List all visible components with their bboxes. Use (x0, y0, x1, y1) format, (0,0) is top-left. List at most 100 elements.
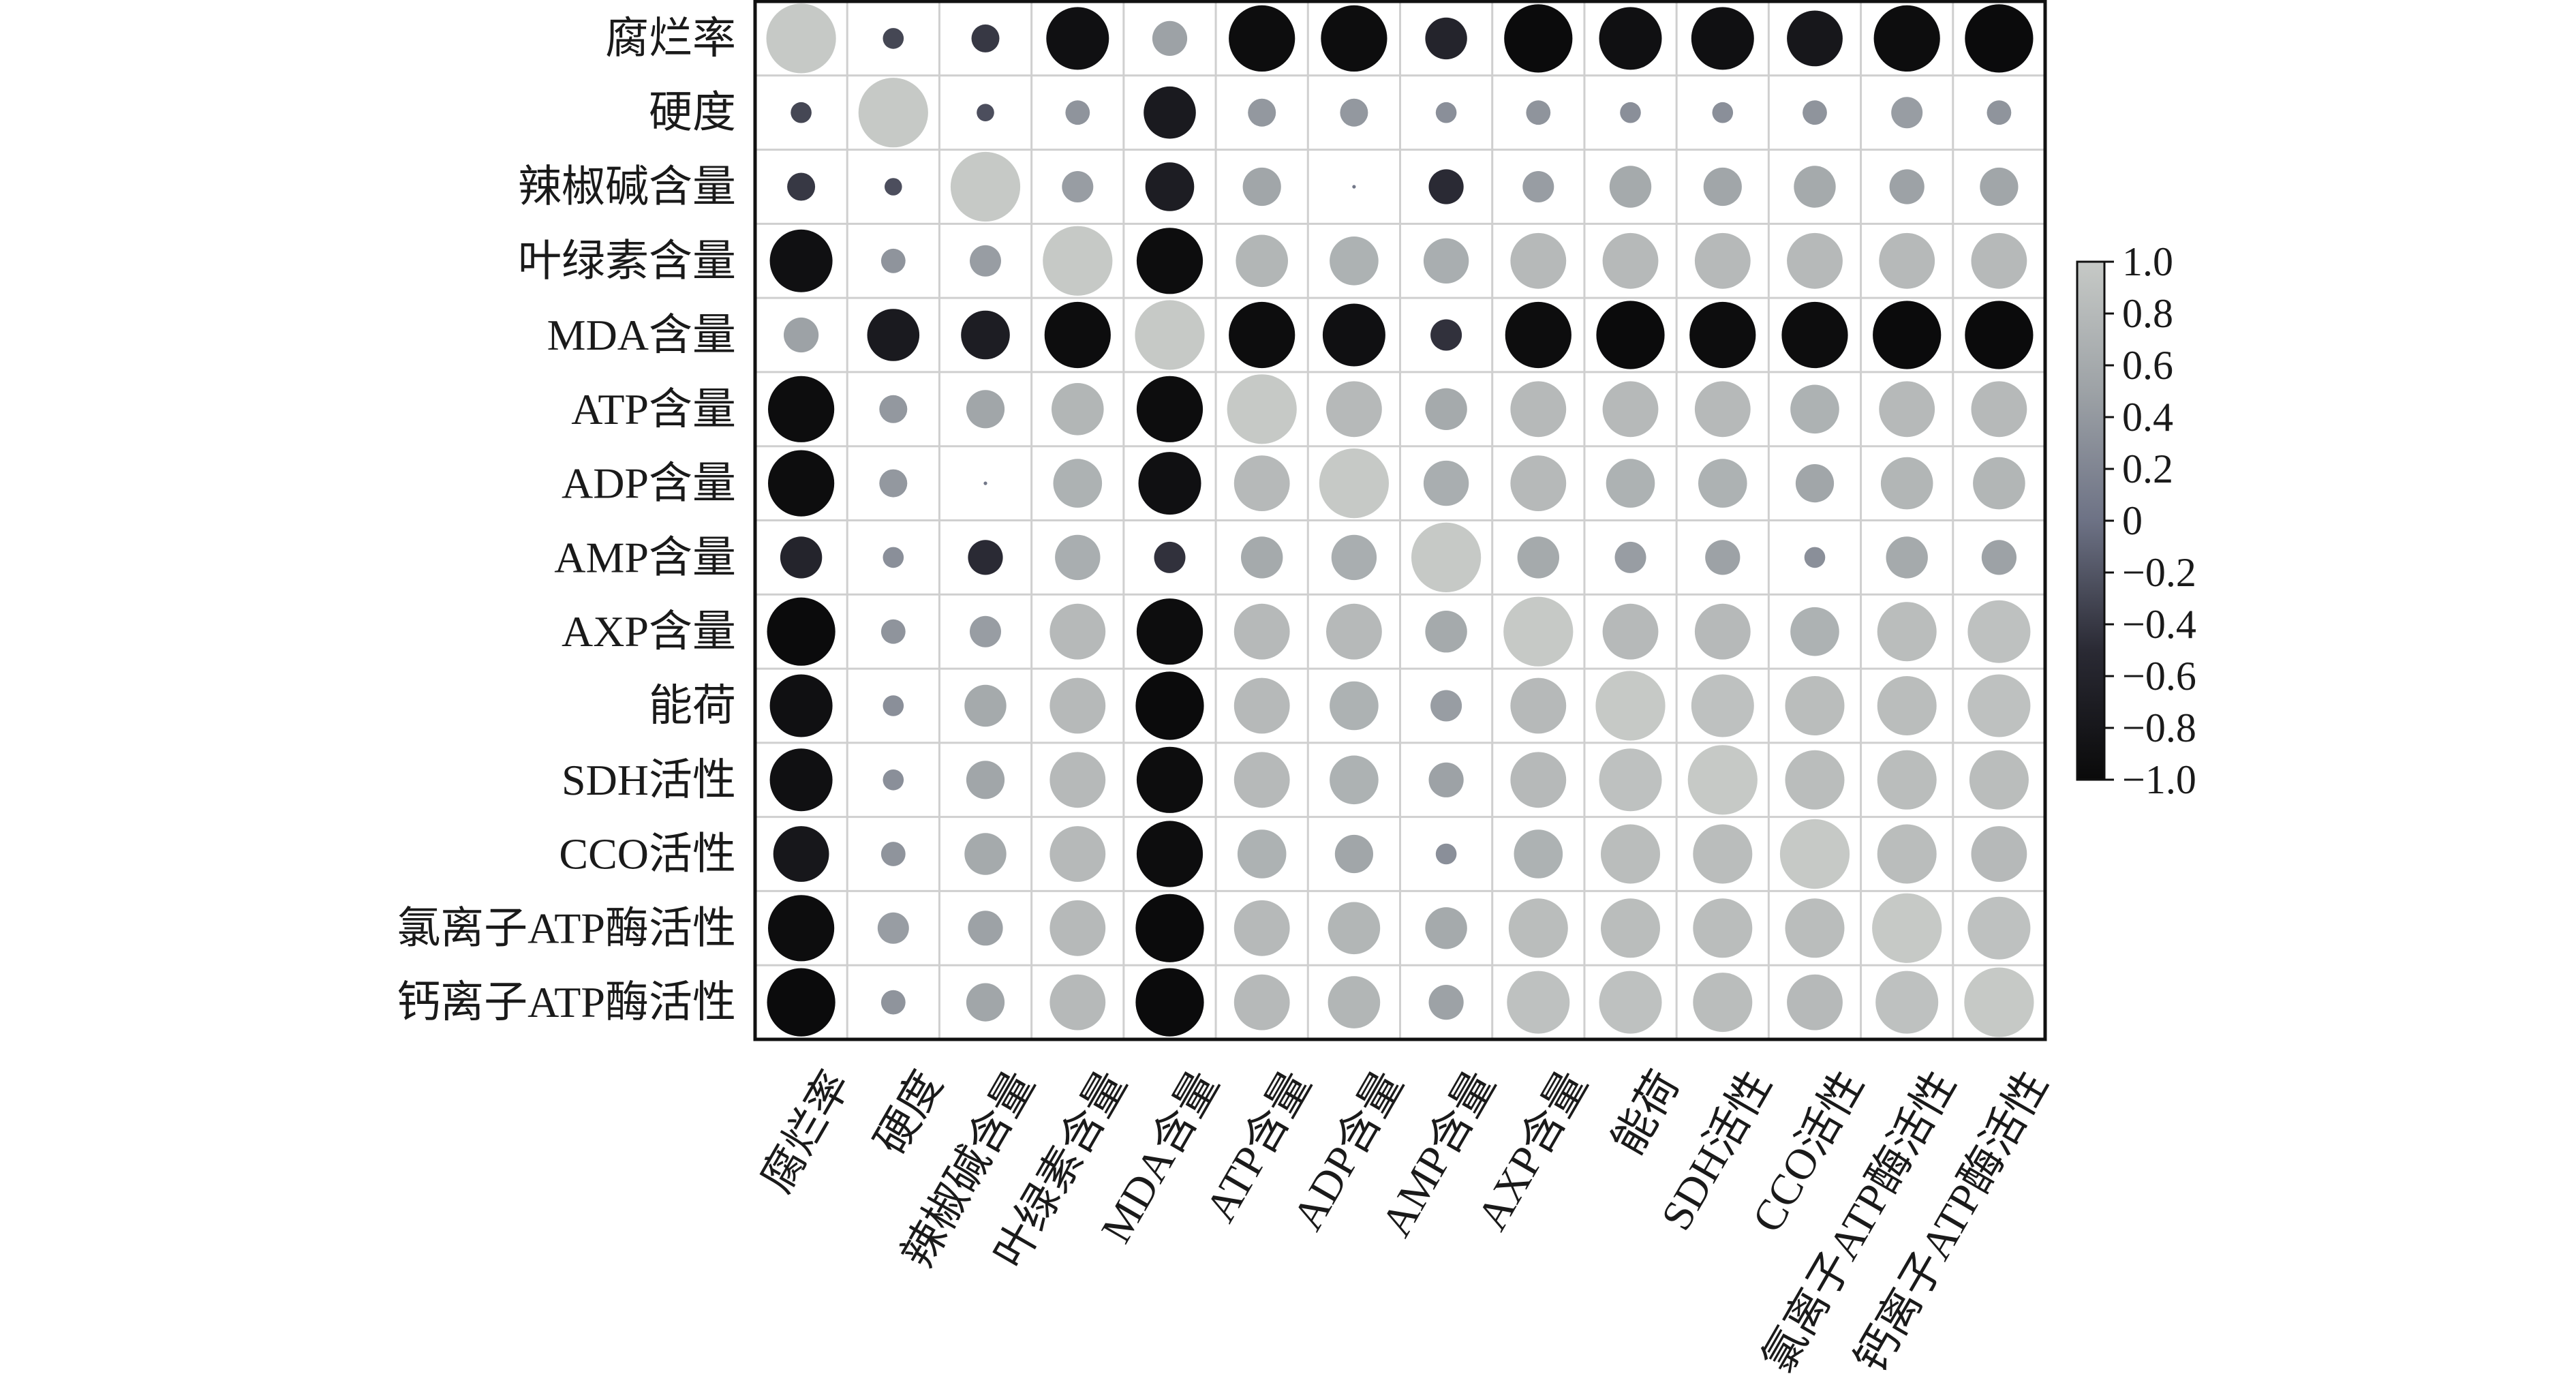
correlation-point (1514, 829, 1563, 879)
correlation-point (1411, 522, 1482, 593)
correlation-point (1803, 100, 1827, 125)
correlation-point (1136, 376, 1203, 442)
correlation-point (1430, 690, 1462, 722)
row-label: ADP含量 (562, 459, 736, 508)
correlation-point (1510, 677, 1567, 734)
correlation-point (1503, 596, 1574, 667)
correlation-point (1154, 541, 1186, 573)
correlation-point (1135, 894, 1204, 962)
correlation-point (1790, 384, 1839, 434)
correlation-point (1602, 603, 1659, 660)
correlation-point (1430, 319, 1462, 351)
correlation-point (971, 24, 1000, 52)
colorbar: 1.0 0.8 0.6 0.4 0.2 0 −0.2 −0.4 −0.6 −0.8 −1.0 (2076, 239, 2196, 802)
correlation-point (1229, 301, 1295, 369)
correlation-point (1609, 166, 1652, 208)
row-label: CCO活性 (559, 830, 736, 879)
correlation-point (1973, 457, 2025, 510)
correlation-point (961, 310, 1010, 360)
correlation-point (1698, 459, 1747, 508)
correlation-point (1606, 459, 1655, 508)
row-label: ATP含量 (571, 385, 736, 433)
correlation-point (964, 833, 1007, 875)
correlation-point (1145, 162, 1195, 211)
correlation-point (1135, 300, 1205, 370)
correlation-point (1969, 750, 2029, 810)
correlation-point (768, 450, 835, 517)
correlation-point (1873, 301, 1942, 369)
correlation-point (1526, 100, 1551, 125)
correlation-point (1065, 100, 1090, 125)
correlation-point (1138, 452, 1201, 515)
row-label: 辣椒碱含量 (518, 162, 736, 211)
correlation-point (1779, 819, 1850, 889)
correlation-point (1043, 226, 1113, 296)
colorbar-tick-label: 0.4 (2122, 395, 2173, 440)
column-labels: 腐烂率 硬度辣椒碱含量叶绿素含量MDA含量ATP含量ADP含量AMP含量AXP含量… (752, 1063, 2057, 1381)
correlation-point (1787, 974, 1843, 1031)
correlation-point (1880, 457, 1933, 510)
correlation-point (1242, 167, 1281, 207)
correlation-point (968, 540, 1003, 575)
correlation-point (1049, 900, 1106, 956)
correlation-point (1049, 752, 1106, 808)
correlation-point (1787, 232, 1843, 289)
correlation-point (1233, 603, 1290, 660)
correlation-point (1804, 547, 1826, 568)
correlation-point (970, 245, 1001, 277)
correlation-point (1510, 752, 1567, 808)
correlation-point (768, 376, 835, 442)
correlation-point (1785, 676, 1845, 735)
correlation-point (1136, 598, 1203, 665)
correlation-point (1987, 100, 2012, 125)
correlation-point (1328, 976, 1381, 1028)
colorbar-tick-label: 0 (2122, 498, 2143, 543)
correlation-point (1694, 603, 1751, 660)
correlation-point (1330, 236, 1379, 286)
correlation-point (1321, 5, 1387, 72)
correlation-point (1964, 967, 2034, 1037)
correlation-point (1233, 752, 1290, 808)
correlation-point (1425, 611, 1467, 653)
correlation-point (1891, 97, 1923, 129)
colorbar-gradient (2076, 260, 2106, 781)
correlation-point (1877, 676, 1937, 735)
correlation-point (1971, 381, 2027, 438)
correlation-point (1229, 5, 1295, 72)
correlation-point (1135, 968, 1204, 1037)
correlation-point (1236, 234, 1288, 288)
correlation-point (1981, 540, 2017, 575)
correlation-point (883, 769, 904, 791)
column-label: 腐烂率 (752, 1063, 859, 1200)
correlation-point (1053, 459, 1103, 508)
correlation-point (1785, 898, 1845, 958)
correlation-point (1705, 540, 1741, 575)
correlation-point (1508, 898, 1568, 958)
correlation-point (1233, 455, 1290, 511)
correlation-point (1152, 20, 1188, 56)
correlation-point (1227, 374, 1297, 444)
correlation-point (1687, 745, 1758, 815)
correlation-point (879, 469, 908, 498)
correlation-point (977, 104, 994, 121)
column-label: 硬度 (866, 1063, 951, 1162)
correlation-point (966, 761, 1005, 799)
correlation-point (1712, 102, 1734, 123)
correlation-point (1694, 381, 1751, 438)
correlation-point (1620, 102, 1641, 123)
correlation-point (1510, 455, 1567, 511)
correlation-point (879, 395, 908, 423)
correlation-point (1794, 166, 1836, 208)
correlation-point (1601, 898, 1660, 958)
row-label: AXP含量 (562, 607, 736, 656)
correlation-point (1241, 536, 1283, 579)
correlation-point (1879, 381, 1935, 438)
correlation-point (1319, 448, 1389, 519)
correlation-point (1428, 985, 1464, 1020)
correlation-point (1049, 677, 1106, 734)
correlation-point (885, 178, 902, 196)
correlation-point (880, 990, 906, 1015)
correlation-point (858, 78, 928, 148)
correlation-point (1703, 167, 1742, 207)
correlation-point (880, 248, 906, 273)
